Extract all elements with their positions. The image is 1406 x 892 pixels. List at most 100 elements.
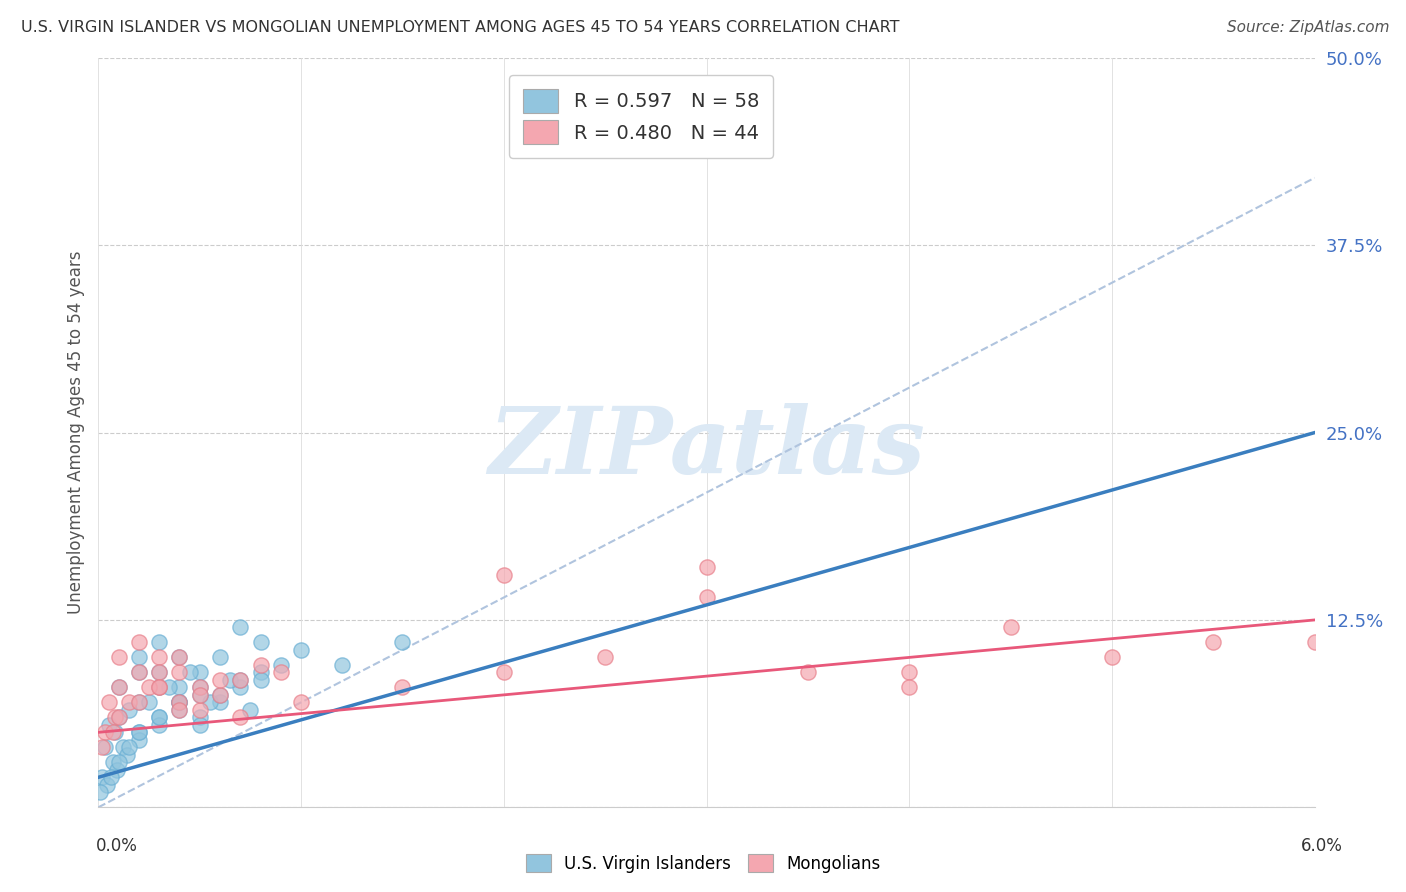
Point bbox=[111, 740, 134, 755]
Point bbox=[492, 568, 515, 582]
Point bbox=[188, 703, 211, 717]
Point bbox=[118, 695, 141, 709]
Point bbox=[391, 635, 413, 649]
Point bbox=[188, 681, 211, 695]
Point bbox=[169, 650, 191, 665]
Point bbox=[148, 681, 170, 695]
Point bbox=[330, 657, 353, 672]
Point bbox=[239, 703, 262, 717]
Point bbox=[148, 710, 170, 724]
Point bbox=[391, 681, 413, 695]
Point bbox=[118, 740, 141, 755]
Point bbox=[188, 688, 211, 702]
Point bbox=[249, 665, 271, 680]
Point bbox=[198, 695, 221, 709]
Point bbox=[209, 695, 232, 709]
Point bbox=[148, 681, 170, 695]
Point bbox=[229, 673, 252, 687]
Point bbox=[148, 681, 170, 695]
Point bbox=[128, 635, 150, 649]
Point bbox=[249, 657, 271, 672]
Point bbox=[797, 665, 820, 680]
Text: 0.0%: 0.0% bbox=[96, 837, 138, 855]
Point bbox=[898, 665, 921, 680]
Point bbox=[128, 695, 150, 709]
Point bbox=[91, 770, 114, 784]
Point bbox=[107, 681, 129, 695]
Point bbox=[169, 695, 191, 709]
Point bbox=[128, 732, 150, 747]
Point bbox=[290, 695, 312, 709]
Point bbox=[148, 635, 170, 649]
Point bbox=[107, 710, 129, 724]
Legend: R = 0.597   N = 58, R = 0.480   N = 44: R = 0.597 N = 58, R = 0.480 N = 44 bbox=[509, 75, 773, 158]
Point bbox=[270, 657, 292, 672]
Point bbox=[696, 591, 718, 605]
Text: Source: ZipAtlas.com: Source: ZipAtlas.com bbox=[1226, 20, 1389, 35]
Point bbox=[169, 695, 191, 709]
Point bbox=[1303, 635, 1326, 649]
Point bbox=[148, 665, 170, 680]
Point bbox=[169, 695, 191, 709]
Point bbox=[229, 673, 252, 687]
Point bbox=[188, 718, 211, 732]
Point bbox=[128, 725, 150, 739]
Point bbox=[148, 665, 170, 680]
Point bbox=[209, 688, 232, 702]
Text: ZIPatlas: ZIPatlas bbox=[488, 402, 925, 492]
Point bbox=[138, 695, 160, 709]
Point bbox=[249, 635, 271, 649]
Point bbox=[107, 710, 129, 724]
Point bbox=[1000, 620, 1022, 634]
Point bbox=[138, 681, 160, 695]
Point bbox=[169, 665, 191, 680]
Point bbox=[89, 785, 111, 799]
Point bbox=[209, 688, 232, 702]
Point bbox=[169, 681, 191, 695]
Point bbox=[148, 710, 170, 724]
Point bbox=[97, 718, 120, 732]
Point bbox=[229, 710, 252, 724]
Point bbox=[93, 740, 115, 755]
Point bbox=[128, 650, 150, 665]
Point bbox=[898, 681, 921, 695]
Point bbox=[118, 703, 141, 717]
Point bbox=[107, 756, 129, 770]
Point bbox=[229, 620, 252, 634]
Text: 6.0%: 6.0% bbox=[1301, 837, 1343, 855]
Point bbox=[209, 650, 232, 665]
Point bbox=[188, 710, 211, 724]
Point bbox=[169, 650, 191, 665]
Point bbox=[97, 695, 120, 709]
Point bbox=[100, 770, 122, 784]
Point bbox=[249, 673, 271, 687]
Point bbox=[290, 643, 312, 657]
Point bbox=[593, 650, 616, 665]
Point bbox=[91, 740, 114, 755]
Point bbox=[105, 763, 128, 777]
Point bbox=[209, 673, 232, 687]
Point bbox=[157, 681, 180, 695]
Text: U.S. VIRGIN ISLANDER VS MONGOLIAN UNEMPLOYMENT AMONG AGES 45 TO 54 YEARS CORRELA: U.S. VIRGIN ISLANDER VS MONGOLIAN UNEMPL… bbox=[21, 20, 900, 35]
Point bbox=[107, 681, 129, 695]
Point bbox=[696, 560, 718, 574]
Point bbox=[219, 673, 242, 687]
Point bbox=[128, 665, 150, 680]
Point bbox=[93, 725, 115, 739]
Point bbox=[169, 695, 191, 709]
Point bbox=[1101, 650, 1123, 665]
Point bbox=[104, 710, 127, 724]
Point bbox=[229, 681, 252, 695]
Point bbox=[128, 725, 150, 739]
Point bbox=[128, 665, 150, 680]
Point bbox=[270, 665, 292, 680]
Point bbox=[148, 718, 170, 732]
Point bbox=[169, 703, 191, 717]
Point bbox=[115, 747, 138, 762]
Point bbox=[101, 725, 124, 739]
Y-axis label: Unemployment Among Ages 45 to 54 years: Unemployment Among Ages 45 to 54 years bbox=[66, 251, 84, 615]
Point bbox=[128, 695, 150, 709]
Point bbox=[96, 778, 118, 792]
Point bbox=[188, 681, 211, 695]
Point bbox=[188, 688, 211, 702]
